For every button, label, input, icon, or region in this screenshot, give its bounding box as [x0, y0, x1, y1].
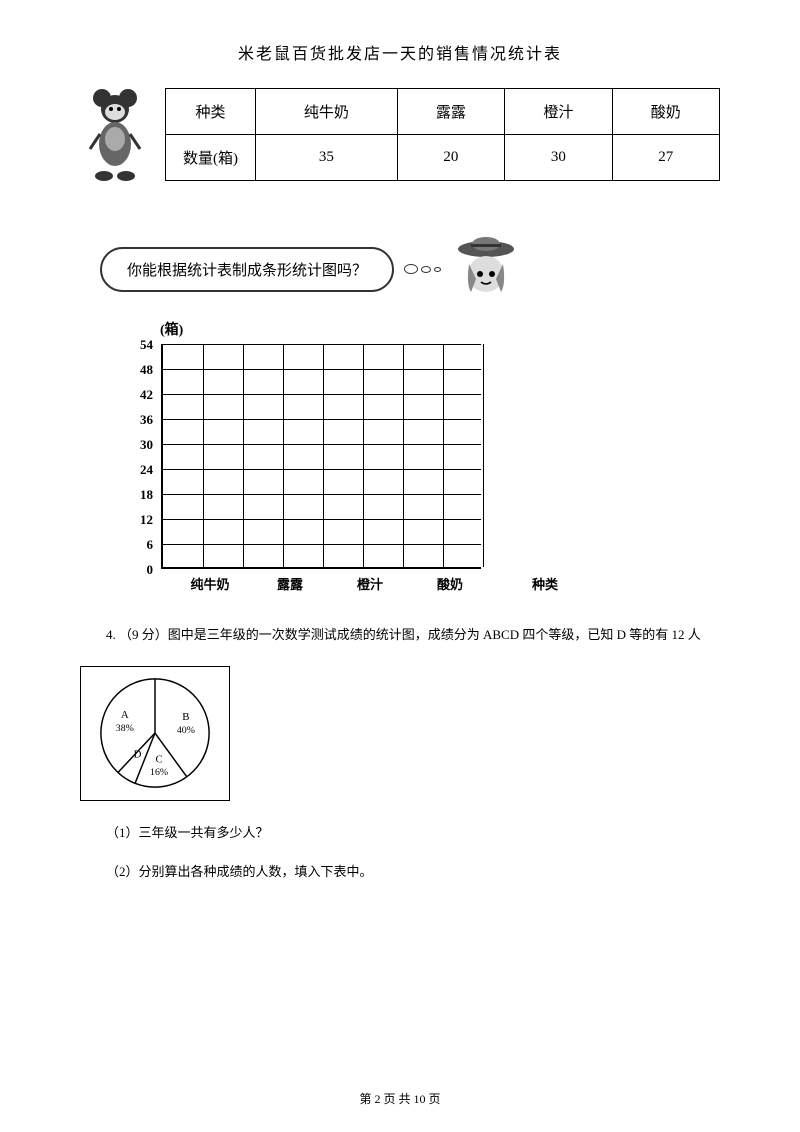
table-header: 种类 — [166, 88, 256, 134]
thought-dots-icon — [404, 264, 441, 274]
x-label: 纯牛奶 — [170, 574, 250, 593]
svg-text:A: A — [121, 709, 129, 721]
table-cell: 橙汁 — [505, 88, 612, 134]
y-tick: 30 — [140, 432, 153, 457]
x-label: 露露 — [250, 574, 330, 593]
chart-y-unit: (箱) — [160, 319, 720, 339]
footer-total: 10 — [414, 1092, 426, 1106]
speech-section: 你能根据统计表制成条形统计图吗？ — [100, 234, 720, 304]
svg-text:38%: 38% — [116, 723, 134, 734]
table-cell: 35 — [256, 134, 398, 180]
y-tick: 0 — [140, 557, 153, 582]
table-cell: 20 — [397, 134, 504, 180]
chart-grid — [161, 344, 481, 569]
x-axis-label: 种类 — [505, 574, 585, 593]
mickey-character-icon — [80, 84, 150, 184]
y-tick: 18 — [140, 482, 153, 507]
table-cell: 30 — [505, 134, 612, 180]
page-footer: 第 2 页 共 10 页 — [0, 1090, 800, 1107]
question-4-text: 4. （9 分）图中是三年级的一次数学测试成绩的统计图，成绩分为 ABCD 四个… — [80, 623, 720, 646]
y-tick: 42 — [140, 382, 153, 407]
sub-questions: （1）三年级一共有多少人？ （2）分别算出各种成绩的人数，填入下表中。 — [80, 821, 720, 883]
y-tick: 54 — [140, 332, 153, 357]
svg-text:B: B — [182, 711, 189, 723]
y-tick: 36 — [140, 407, 153, 432]
table-header: 数量(箱) — [166, 134, 256, 180]
svg-text:C: C — [155, 754, 162, 766]
footer-text: 页 共 — [380, 1092, 413, 1106]
table-cell: 酸奶 — [612, 88, 719, 134]
svg-text:40%: 40% — [177, 725, 195, 736]
x-label: 橙汁 — [330, 574, 410, 593]
page-title: 米老鼠百货批发店一天的销售情况统计表 — [80, 40, 720, 64]
table-row: 数量(箱) 35 20 30 27 — [166, 134, 720, 180]
pie-chart-container: B40%C16%DA38% — [80, 666, 230, 801]
y-tick: 6 — [140, 532, 153, 557]
sub-question-1: （1）三年级一共有多少人？ — [80, 821, 720, 844]
table-cell: 纯牛奶 — [256, 88, 398, 134]
y-tick: 48 — [140, 357, 153, 382]
sub-question-2: （2）分别算出各种成绩的人数，填入下表中。 — [80, 860, 720, 883]
y-axis: 54 48 42 36 30 24 18 12 6 0 — [140, 344, 161, 569]
y-tick: 24 — [140, 457, 153, 482]
bar-chart: 54 48 42 36 30 24 18 12 6 0 — [140, 344, 720, 569]
footer-text: 第 — [359, 1092, 374, 1106]
sales-table: 种类 纯牛奶 露露 橙汁 酸奶 数量(箱) 35 20 30 27 — [165, 88, 720, 181]
x-label: 酸奶 — [410, 574, 490, 593]
x-axis: 纯牛奶 露露 橙汁 酸奶 种类 — [170, 574, 720, 593]
bar-chart-section: (箱) 54 48 42 36 30 24 18 12 6 0 纯牛奶 露露 橙… — [140, 319, 720, 593]
table-cell: 27 — [612, 134, 719, 180]
y-tick: 12 — [140, 507, 153, 532]
footer-text: 页 — [426, 1092, 441, 1106]
table-row: 种类 纯牛奶 露露 橙汁 酸奶 — [166, 88, 720, 134]
pie-chart: B40%C16%DA38% — [86, 672, 224, 795]
girl-character-icon — [451, 234, 521, 304]
sales-table-section: 种类 纯牛奶 露露 橙汁 酸奶 数量(箱) 35 20 30 27 — [80, 84, 720, 184]
speech-bubble: 你能根据统计表制成条形统计图吗？ — [100, 247, 394, 292]
svg-text:16%: 16% — [150, 767, 168, 778]
table-cell: 露露 — [397, 88, 504, 134]
